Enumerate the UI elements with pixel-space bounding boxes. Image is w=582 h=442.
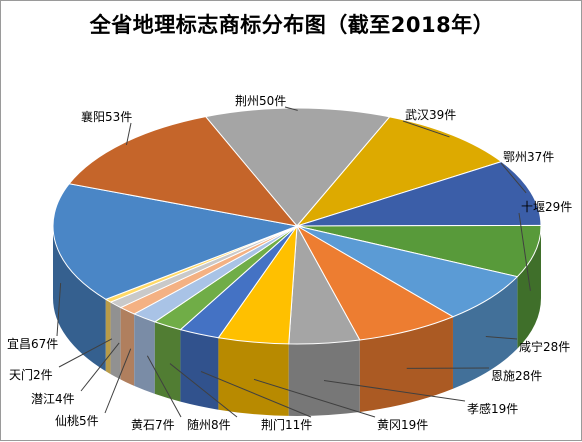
slice-7-side	[218, 338, 288, 416]
slice-13-label: 天门2件	[9, 367, 53, 382]
slice-14-label: 宜昌67件	[7, 336, 58, 351]
slice-12-label: 潜江4件	[31, 392, 75, 406]
slice-2-label: 鄂州37件	[503, 150, 554, 164]
slice-8-label: 荆门11件	[261, 417, 312, 432]
slice-12-side	[111, 302, 121, 379]
slice-15-label: 襄阳53件	[81, 109, 132, 124]
slice-9-side	[155, 322, 181, 402]
slice-6-label: 孝感19件	[467, 401, 518, 416]
slice-4-label: 咸宁28件	[519, 339, 570, 354]
slice-5-label: 恩施28件	[491, 369, 542, 383]
slice-10-label: 黄石7件	[131, 418, 175, 432]
slice-0-label: 荆州50件	[235, 94, 286, 108]
slice-3-label: 十堰29件	[521, 200, 572, 214]
slice-11-side	[121, 308, 135, 386]
slice-1-label: 武汉39件	[405, 108, 456, 122]
slice-10-side	[134, 314, 155, 394]
slice-7-label: 黄冈19件	[377, 418, 428, 432]
slice-6-side	[289, 340, 360, 416]
slice-13-side	[106, 299, 111, 374]
slice-11-label: 仙桃5件	[55, 413, 99, 428]
pie-tops	[53, 108, 541, 344]
slice-9-label: 随州8件	[187, 417, 231, 432]
